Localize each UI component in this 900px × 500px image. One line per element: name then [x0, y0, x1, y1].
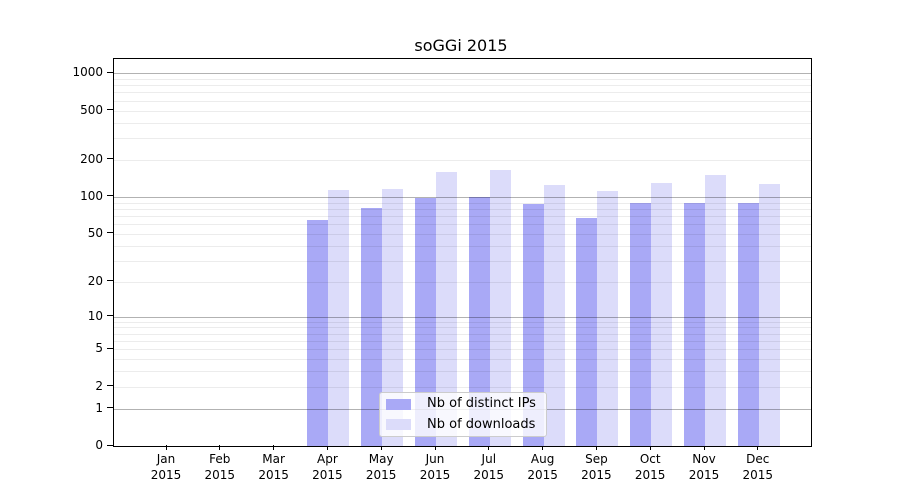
legend-label: Nb of distinct IPs — [427, 396, 536, 412]
bar-downloads-aug — [543, 185, 565, 446]
y-axis-label: 5 — [95, 341, 103, 356]
y-axis-label: 1000 — [72, 65, 103, 80]
x-axis-label: Oct 2015 — [634, 452, 666, 482]
chart-title: soGGi 2015 — [414, 36, 508, 55]
y-tick-mark — [107, 280, 113, 282]
x-tick-mark — [380, 445, 382, 450]
bar-downloads-jul — [489, 170, 511, 446]
y-tick-mark — [107, 232, 113, 234]
bar-distinct-ips-jun — [415, 198, 436, 446]
y-tick-mark — [107, 385, 113, 387]
x-axis-label: Aug 2015 — [527, 452, 558, 482]
bar-downloads-jun — [436, 171, 457, 446]
x-tick-mark — [488, 445, 490, 450]
x-tick-mark — [219, 445, 221, 450]
bar-downloads-apr — [328, 190, 350, 446]
x-tick-mark — [542, 445, 544, 450]
x-axis-label: Sep 2015 — [581, 452, 612, 482]
bar-downloads-sep — [597, 191, 619, 446]
x-axis-label: Nov 2015 — [688, 452, 720, 482]
x-axis-label: May 2015 — [365, 452, 397, 482]
bar-distinct-ips-oct — [630, 203, 652, 446]
bar-distinct-ips-sep — [576, 217, 598, 446]
y-axis-label: 10 — [87, 308, 103, 323]
y-axis-label: 20 — [87, 273, 103, 288]
bar-distinct-ips-may — [361, 208, 383, 446]
x-axis-label: Jan 2015 — [150, 452, 182, 482]
bars-layer — [114, 59, 811, 446]
y-tick-mark — [107, 444, 113, 446]
legend-item: Nb of distinct IPs — [386, 395, 540, 414]
bar-distinct-ips-aug — [522, 203, 544, 446]
x-axis-label: Feb 2015 — [204, 452, 236, 482]
legend-swatch — [386, 398, 411, 410]
x-tick-mark — [434, 445, 436, 450]
bar-downloads-nov — [705, 174, 726, 446]
bar-distinct-ips-dec — [737, 202, 759, 446]
x-axis-label: Jul 2015 — [473, 452, 505, 482]
legend-item: Nb of downloads — [386, 416, 540, 435]
x-axis-label: Apr 2015 — [312, 452, 343, 482]
x-axis-label: Dec 2015 — [742, 452, 774, 482]
y-tick-mark — [107, 158, 113, 160]
y-tick-mark — [107, 407, 113, 409]
y-axis-label: 1 — [95, 400, 103, 415]
x-axis-label: Mar 2015 — [258, 452, 289, 482]
legend: Nb of distinct IPs Nb of downloads — [379, 392, 547, 437]
bar-distinct-ips-apr — [307, 219, 329, 446]
y-tick-mark — [107, 195, 113, 197]
y-axis-label: 2 — [95, 378, 103, 393]
x-tick-mark — [757, 445, 759, 450]
x-tick-mark — [326, 445, 328, 450]
y-tick-mark — [107, 71, 113, 73]
y-axis-label: 50 — [87, 225, 103, 240]
bar-distinct-ips-nov — [684, 202, 705, 446]
legend-swatch — [386, 419, 411, 431]
y-axis-label: 100 — [80, 188, 103, 203]
bar-downloads-oct — [651, 183, 673, 446]
y-tick-mark — [107, 109, 113, 110]
y-tick-mark — [107, 347, 113, 349]
plot-area — [113, 58, 812, 447]
x-tick-mark — [273, 445, 275, 450]
x-tick-mark — [703, 445, 705, 450]
bar-downloads-dec — [758, 184, 780, 446]
y-axis-label: 0 — [95, 438, 103, 452]
y-tick-mark — [107, 315, 113, 317]
x-axis-label: Jun 2015 — [419, 452, 451, 482]
x-tick-mark — [595, 445, 597, 450]
y-axis-label: 500 — [80, 102, 103, 117]
bar-distinct-ips-jul — [468, 196, 490, 446]
y-axis-label: 200 — [80, 151, 103, 166]
bar-downloads-may — [382, 189, 404, 446]
legend-label: Nb of downloads — [427, 416, 536, 432]
x-tick-mark — [649, 445, 651, 450]
x-tick-mark — [165, 445, 167, 450]
